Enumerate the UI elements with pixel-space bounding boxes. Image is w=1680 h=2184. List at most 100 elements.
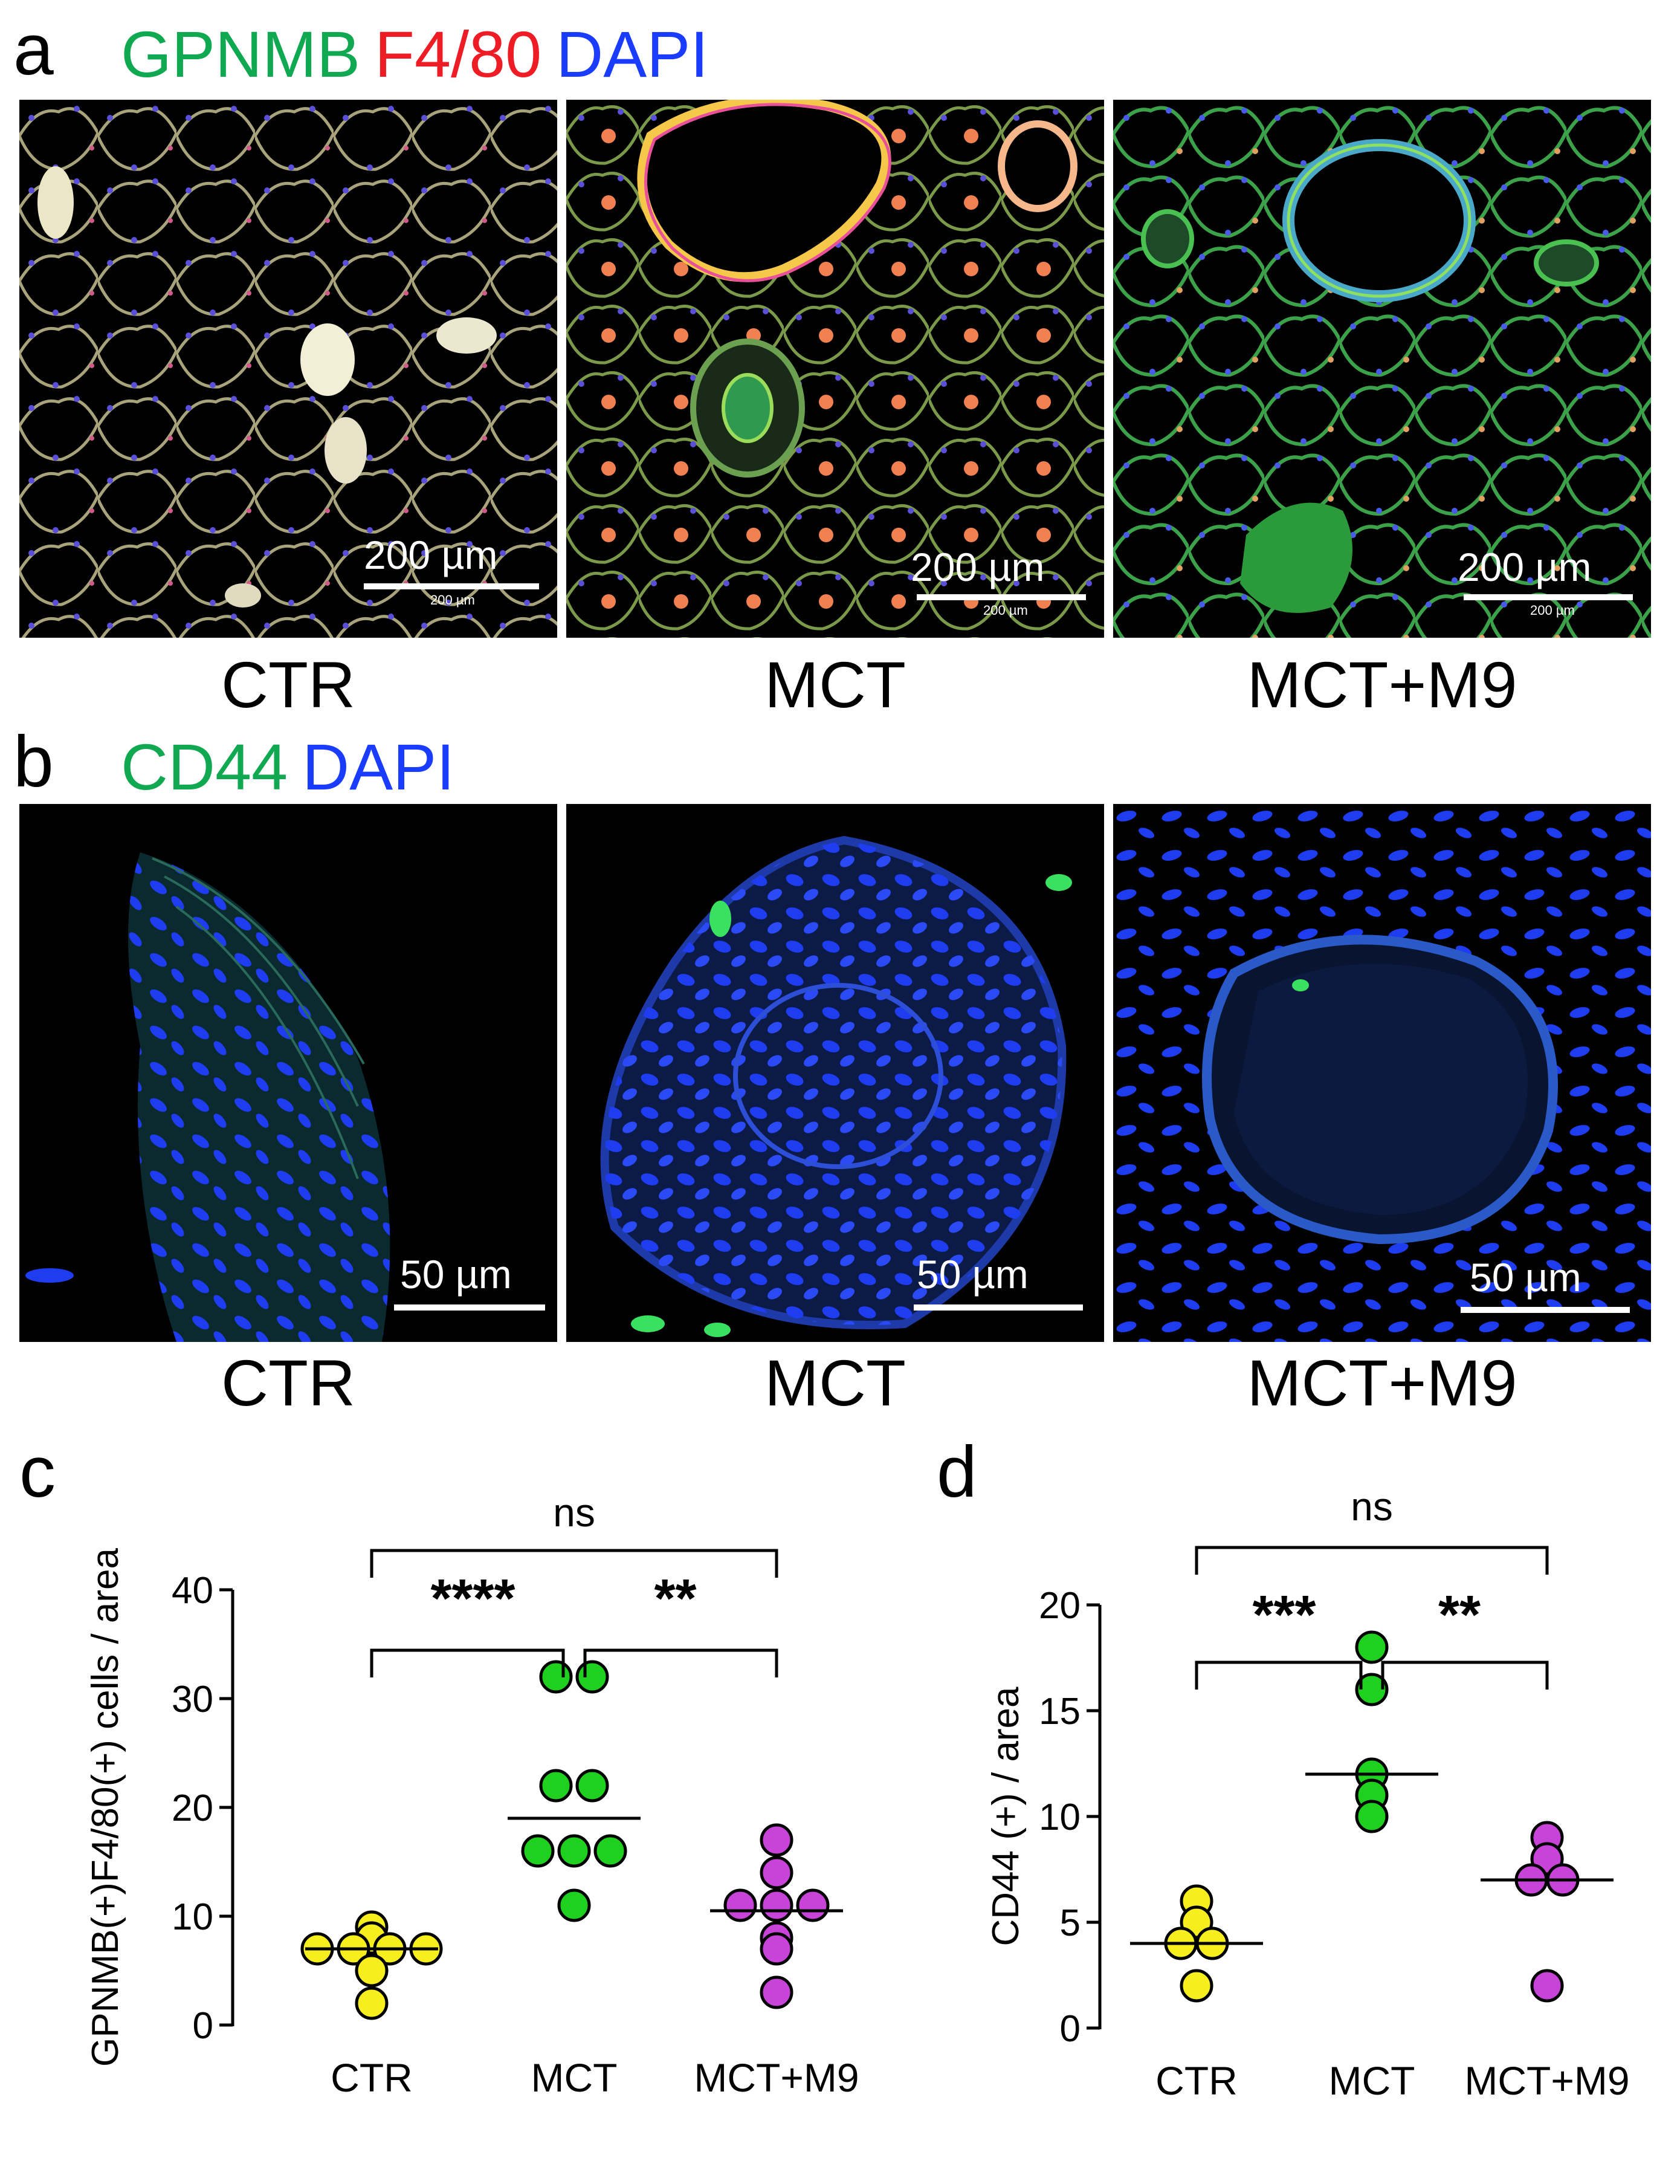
- condition-label-ctr: CTR: [221, 648, 355, 721]
- significance-label: **: [1438, 1585, 1481, 1645]
- stain-label-f480: F4/80: [375, 18, 542, 91]
- data-point: [593, 1834, 627, 1868]
- data-point: [539, 1660, 573, 1694]
- data-point: [539, 1769, 573, 1803]
- scale-label: 50 µm: [917, 1252, 1029, 1297]
- vessel-image: [25, 852, 390, 1342]
- data-point: [1355, 1800, 1389, 1833]
- data-point: [723, 1888, 757, 1922]
- significance-bracket: [370, 1648, 565, 1677]
- scale-label: 200 µm: [1458, 545, 1592, 589]
- x-category-label: MCT+M9: [694, 2055, 859, 2100]
- lung-tissue-image: [19, 100, 557, 638]
- stain-label-gpnmb: GPNMB: [121, 18, 361, 91]
- data-point: [760, 1856, 793, 1890]
- data-point: [557, 1888, 591, 1922]
- significance-label: ****: [430, 1569, 515, 1629]
- data-point: [1355, 1630, 1389, 1664]
- chart-c: 0 10 20 30 40 GPNMB(+)F4/80(+) cells / area CT…: [0, 1421, 925, 2181]
- stain-label-dapi: DAPI: [556, 18, 709, 91]
- micrograph-b-ctr: 50 µm: [19, 804, 557, 1342]
- y-tick-label: 30: [172, 1679, 213, 1720]
- y-tick-label: 5: [1060, 1902, 1081, 1944]
- condition-label-mct: MCT: [764, 1346, 906, 1419]
- data-point: [521, 1834, 555, 1868]
- y-axis-label: CD44 (+) / area: [985, 1687, 1027, 1946]
- micrograph-b-mct: 50 µm: [566, 804, 1104, 1342]
- scale-label: 50 µm: [1470, 1255, 1581, 1300]
- x-category-label: CTR: [331, 2055, 413, 2100]
- y-tick-label: 20: [172, 1787, 213, 1829]
- data-point: [355, 1954, 389, 1988]
- lung-tissue-image: [1113, 100, 1651, 638]
- significance-bracket: [1195, 1546, 1549, 1575]
- micrograph-a-mct-m9: 200 µm 200 µm: [1113, 100, 1651, 638]
- y-tick-label: 20: [1039, 1585, 1081, 1627]
- y-axis-label: GPNMB(+)F4/80(+) cells / area: [85, 1548, 126, 2067]
- condition-label-mct-m9: MCT+M9: [1247, 648, 1517, 721]
- significance-label: **: [654, 1569, 696, 1629]
- significance-bracket: [370, 1549, 778, 1578]
- significance-bracket: [583, 1648, 778, 1677]
- data-point: [1180, 1969, 1213, 2003]
- panel-a-stain-legend: GPNMB F4/80 DAPI: [121, 22, 723, 87]
- scale-label-small: 200 µm: [1530, 603, 1575, 618]
- scale-bar: [1464, 594, 1633, 600]
- x-category-label: CTR: [1155, 2058, 1238, 2103]
- scale-bar: [1461, 1307, 1630, 1313]
- panel-letter-b: b: [13, 721, 54, 802]
- y-tick-label: 0: [193, 2005, 213, 2047]
- significance-bracket: [1195, 1661, 1363, 1690]
- stain-label-cd44: CD44: [121, 730, 288, 803]
- x-category-label: MCT: [1329, 2058, 1415, 2103]
- vessel-image: [1113, 804, 1651, 1342]
- scale-label-small: 200 µm: [983, 603, 1028, 618]
- scale-label: 200 µm: [364, 533, 498, 577]
- y-tick-label: 0: [1060, 2008, 1081, 2050]
- data-point: [760, 1975, 793, 2009]
- panel-letter-c: c: [19, 1431, 56, 1512]
- data-point: [557, 1834, 591, 1868]
- scale-bar: [914, 1304, 1083, 1311]
- stain-label-dapi: DAPI: [302, 730, 455, 803]
- chart-d: 0 5 10 15 20 CD44 (+) / area CTR MCT MCT+M9 *** **…: [925, 1421, 1680, 2181]
- scale-bar: [394, 1304, 545, 1311]
- data-point: [760, 1888, 793, 1922]
- micrograph-a-mct: 200 µm 200 µm: [566, 100, 1104, 638]
- significance-label: ***: [1252, 1585, 1316, 1645]
- panel-letter-a: a: [13, 9, 54, 90]
- scale-label-small: 200 µm: [430, 592, 475, 608]
- condition-label-ctr: CTR: [221, 1346, 355, 1419]
- data-point: [575, 1769, 609, 1803]
- y-tick-label: 15: [1039, 1691, 1081, 1732]
- micrograph-b-mct-m9: 50 µm: [1113, 804, 1651, 1342]
- micrograph-a-ctr: 200 µm 200 µm: [19, 100, 557, 638]
- lung-tissue-image: [566, 100, 1104, 638]
- data-point: [1530, 1969, 1564, 2003]
- scale-label: 200 µm: [911, 545, 1045, 589]
- scale-bar: [917, 594, 1086, 600]
- chart-c-svg: 0 10 20 30 40 GPNMB(+)F4/80(+) cells / area CT…: [85, 1490, 859, 2100]
- panel-b-stain-legend: CD44 DAPI: [121, 734, 469, 800]
- data-point: [760, 1823, 793, 1857]
- scale-bar: [364, 583, 539, 589]
- y-tick-label: 10: [1039, 1797, 1081, 1838]
- significance-label: ns: [1351, 1484, 1393, 1529]
- panel-letter-d: d: [937, 1431, 977, 1512]
- data-point: [355, 1986, 389, 2020]
- x-category-label: MCT: [531, 2055, 618, 2100]
- condition-label-mct-m9: MCT+M9: [1247, 1346, 1517, 1419]
- data-point: [796, 1888, 830, 1922]
- x-category-label: MCT+M9: [1464, 2058, 1629, 2103]
- data-point: [575, 1660, 609, 1694]
- vessel-image: [566, 804, 1104, 1342]
- y-tick-label: 10: [172, 1896, 213, 1938]
- condition-label-mct: MCT: [764, 648, 906, 721]
- data-point: [1355, 1673, 1389, 1706]
- significance-bracket: [1381, 1661, 1549, 1690]
- scale-label: 50 µm: [400, 1252, 512, 1297]
- data-point: [760, 1932, 793, 1966]
- y-tick-label: 40: [172, 1570, 213, 1612]
- significance-label: ns: [553, 1490, 595, 1535]
